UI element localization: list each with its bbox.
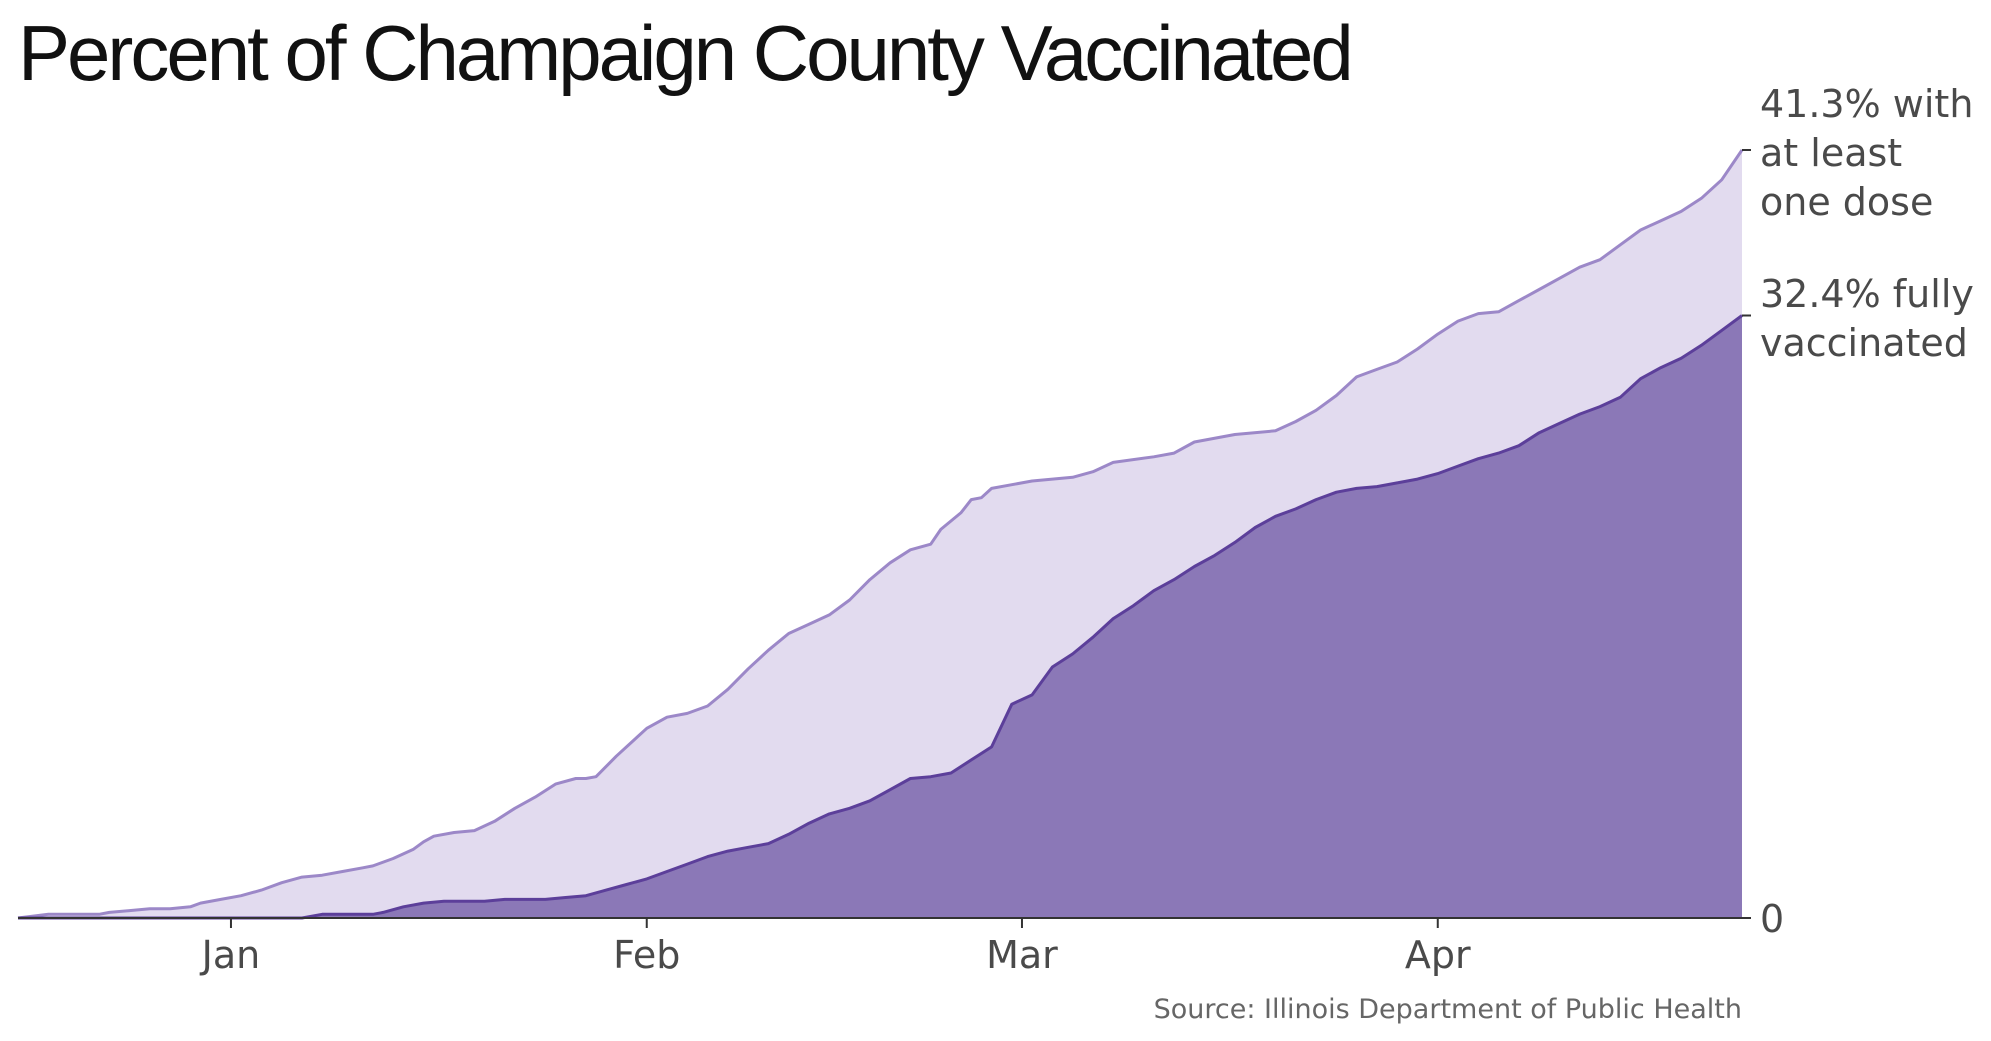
end-label-at-least-one-dose: 41.3% with at least one dose [1760,82,1973,224]
end-label-fully-vaccinated: 32.4% fully vaccinated [1760,272,1974,365]
areas [17,149,1744,920]
y-axis-markers: 0 [1742,149,1784,941]
chart-title: Percent of Champaign County Vaccinated [18,9,1351,97]
x-tick-label: Apr [1405,933,1471,977]
x-tick-label: Mar [986,933,1058,977]
end-label-line: one dose [1760,180,1933,224]
end-label-line: at least [1760,131,1902,175]
line-at-least-one-dose [17,149,1744,920]
x-axis-ticks: Jan Feb Mar Apr [200,918,1471,977]
line-fully-vaccinated [18,314,1743,920]
x-tick-label: Feb [613,933,680,977]
end-label-line: 41.3% with [1760,82,1973,126]
area-fully-vaccinated [18,315,1742,918]
source-note: Source: Illinois Department of Public He… [1154,994,1742,1025]
y-tick-zero-label: 0 [1760,897,1784,941]
end-label-line: 32.4% fully [1760,272,1974,316]
end-label-line: vaccinated [1760,321,1968,365]
x-tick-label: Jan [200,933,261,977]
